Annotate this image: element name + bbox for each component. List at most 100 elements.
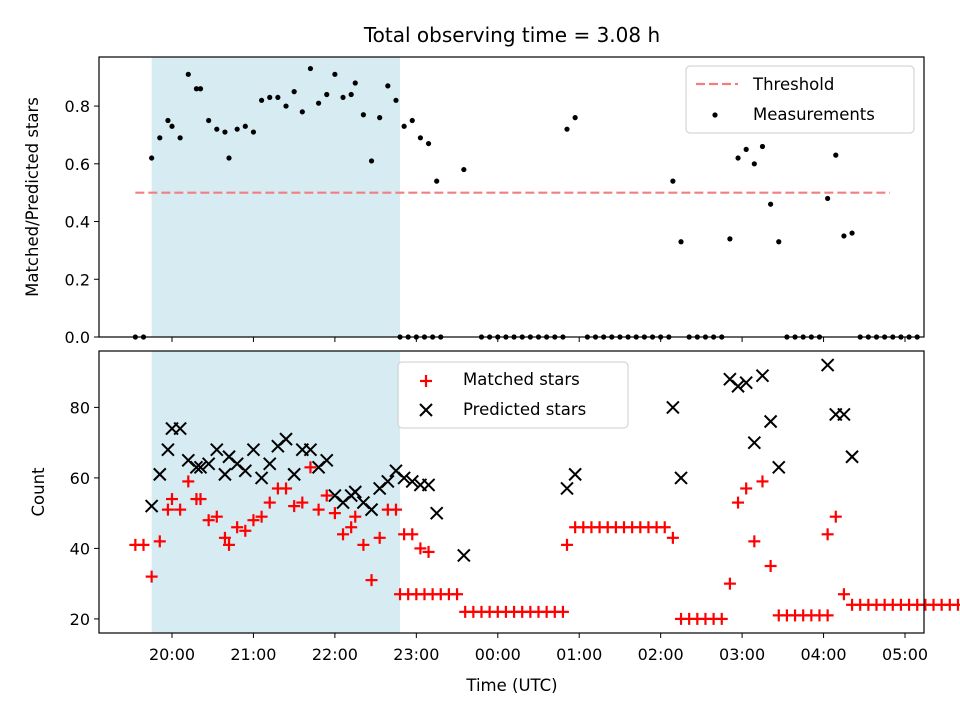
matched-point-13	[223, 538, 236, 551]
x-tick-label-8: 04:00	[801, 645, 847, 664]
bottom-x-ticks: 20:00 21:00 22:00 23:00 00:00 01:00 02:00 03:00…	[149, 633, 928, 664]
measurement-point-82	[759, 143, 766, 150]
matched-point-94	[829, 510, 842, 523]
matched-point-72	[658, 521, 671, 534]
matched-point-31	[365, 574, 378, 587]
measurement-point-19	[275, 94, 281, 101]
measurement-point-31	[368, 158, 375, 164]
measurement-point-16	[250, 129, 257, 135]
top-panel: 0.00.20.40.60.8 Matched/Predicted stars …	[23, 56, 925, 347]
matched-point-84	[756, 475, 769, 488]
matched-point-25	[320, 489, 333, 502]
predicted-point-10	[218, 467, 232, 482]
predicted-point-16	[263, 457, 277, 471]
predicted-point-48	[763, 414, 778, 429]
matched-point-59	[556, 605, 569, 618]
matched-point-38	[422, 545, 435, 558]
predicted-point-8	[201, 457, 216, 471]
predicted-point-1	[153, 467, 167, 482]
bottom-y-tick-label-2: 60	[70, 469, 90, 488]
matched-point-23	[304, 461, 317, 474]
measurement-point-34	[393, 97, 399, 103]
predicted-point-42	[674, 471, 688, 485]
measurement-point-37	[417, 135, 424, 141]
top-y-tick-label-3: 0.6	[65, 155, 90, 174]
top-y-tick-label-2: 0.4	[65, 213, 90, 232]
chart-title: Total observing time = 3.08 h	[363, 23, 660, 47]
measurement-point-17	[258, 97, 265, 103]
predicted-point-19	[287, 467, 301, 482]
matched-point-9	[194, 493, 207, 506]
measurement-point-8	[193, 86, 200, 92]
matched-point-32	[373, 531, 386, 544]
measurement-point-7	[185, 71, 191, 77]
x-tick-label-1: 21:00	[230, 645, 276, 664]
bottom-shaded-span	[151, 351, 401, 633]
measurement-point-24	[316, 100, 322, 106]
predicted-point-6	[189, 460, 204, 475]
predicted-point-53	[845, 450, 859, 464]
measurement-point-46	[461, 166, 467, 173]
bottom-legend: Matched stars Predicted stars	[397, 361, 629, 429]
predicted-point-21	[303, 442, 318, 457]
bottom-y-tick-label-1: 40	[70, 539, 90, 558]
predicted-point-49	[772, 460, 786, 475]
matched-point-30	[357, 538, 370, 551]
matched-point-4	[161, 503, 174, 516]
matched-point-36	[406, 528, 419, 541]
measurement-point-81	[751, 161, 757, 167]
predicted-point-27	[348, 485, 362, 499]
matched-point-34	[389, 503, 402, 516]
measurement-point-72	[678, 239, 684, 245]
predicted-point-52	[837, 407, 851, 422]
matched-point-24	[312, 503, 325, 516]
measurement-point-38	[425, 140, 432, 147]
predicted-point-46	[747, 435, 762, 450]
measurement-point-10	[206, 117, 212, 124]
legend-predicted-swatch	[419, 403, 433, 417]
bottom-y-tick-label-3: 80	[70, 398, 90, 417]
matched-point-46	[451, 588, 464, 601]
matched-point-6	[174, 503, 187, 516]
measurement-point-9	[197, 86, 204, 92]
predicted-point-15	[254, 471, 269, 485]
matched-point-26	[328, 507, 341, 520]
measurement-point-3	[157, 135, 163, 141]
x-tick-label-6: 02:00	[638, 645, 684, 664]
measurement-point-79	[735, 155, 741, 161]
top-x-tick-marks	[171, 337, 906, 342]
bottom-axes-frame	[98, 350, 925, 634]
measurement-point-2	[149, 155, 155, 161]
x-tick-label-4: 00:00	[475, 645, 521, 664]
matched-point-60	[561, 538, 574, 551]
measurement-point-23	[307, 65, 314, 72]
x-axis-label: Time (UTC)	[465, 676, 557, 695]
measurement-point-22	[299, 109, 305, 115]
measurement-point-30	[360, 112, 366, 118]
matched-point-81	[732, 496, 745, 509]
matched-point-37	[414, 542, 427, 555]
x-tick-label-9: 05:00	[882, 645, 928, 664]
bottom-panel: 20 40 60 80 20:00 21:00 22:00 23:00 00:00 01:00 0…	[29, 350, 960, 695]
x-tick-label-7: 03:00	[719, 645, 765, 664]
measurement-point-93	[849, 230, 855, 236]
matched-point-14	[231, 521, 244, 534]
predicted-point-23	[320, 453, 334, 467]
measurement-point-29	[352, 80, 358, 86]
measurement-point-11	[214, 126, 220, 132]
measurement-point-84	[776, 239, 782, 245]
predicted-point-14	[246, 442, 261, 457]
predicted-point-44	[731, 379, 745, 393]
predicted-point-40	[568, 467, 582, 482]
measurement-point-71	[670, 178, 676, 184]
predicted-point-41	[666, 400, 680, 415]
measurement-point-5	[169, 123, 175, 129]
x-tick-label-0: 20:00	[149, 645, 195, 664]
x-tick-label-2: 22:00	[312, 645, 358, 664]
measurement-point-91	[833, 152, 839, 158]
matched-point-18	[263, 496, 276, 509]
predicted-point-13	[238, 464, 253, 478]
top-y-tick-label-4: 0.8	[65, 97, 90, 116]
matched-point-83	[748, 535, 761, 548]
matched-point-28	[345, 521, 358, 534]
